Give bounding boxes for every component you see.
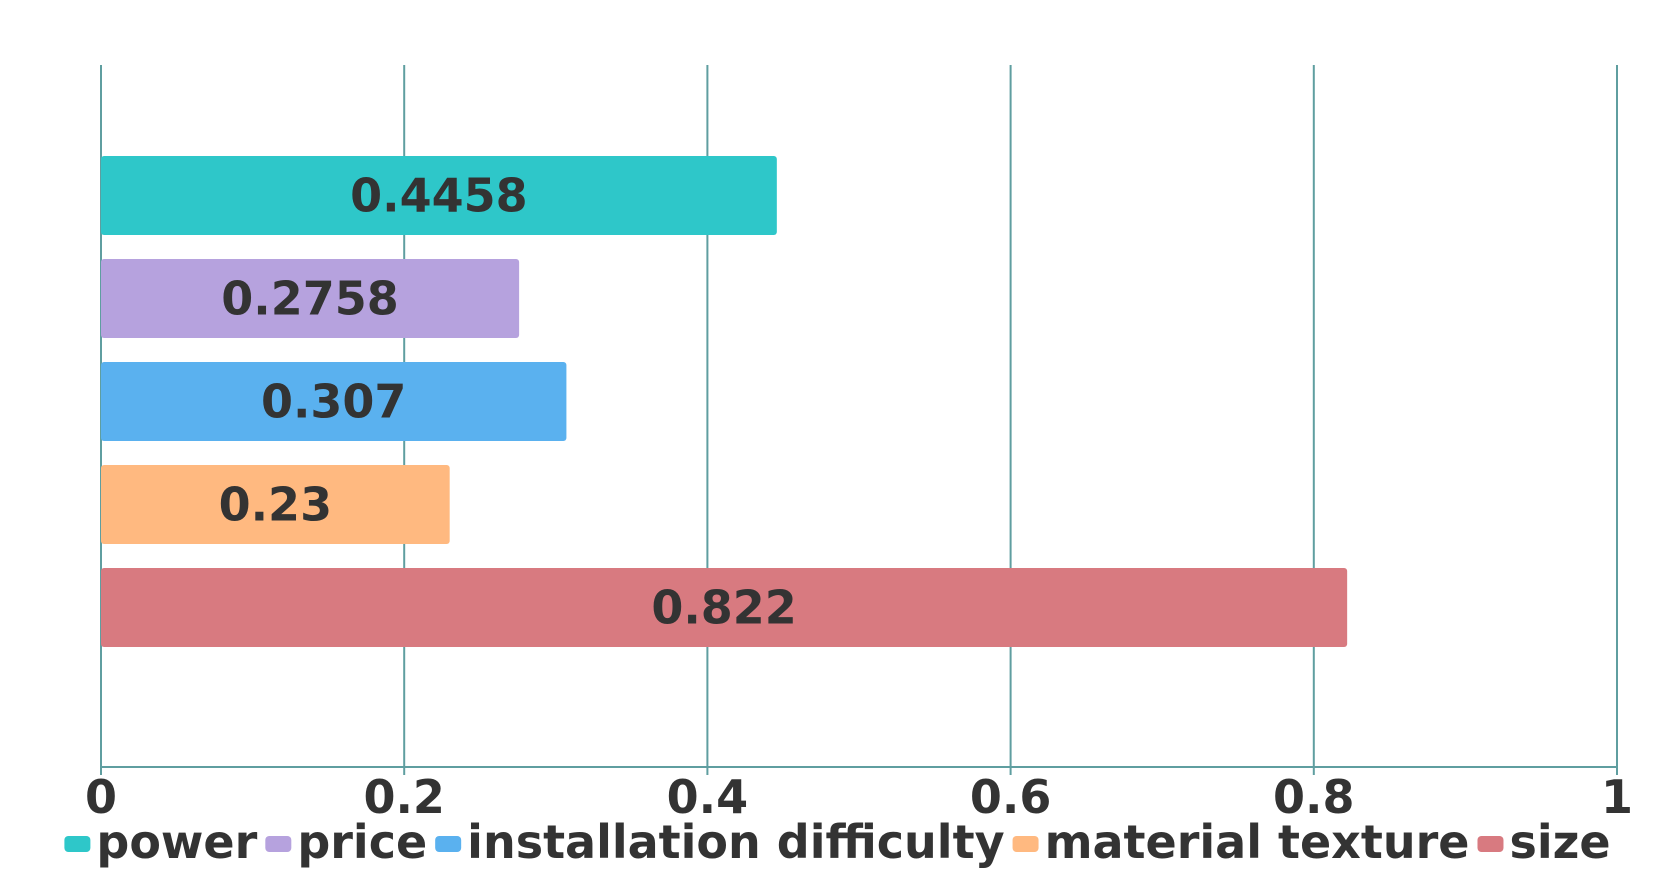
legend-item-material-texture[interactable]: material texture (1012, 815, 1470, 869)
legend-label-0: power (96, 815, 257, 869)
legend-swatch-3 (1012, 836, 1039, 852)
legend-label-2: installation difficulty (467, 815, 1004, 869)
bar-size[interactable] (101, 568, 1348, 647)
x-tick-label-3: 0.6 (970, 770, 1052, 824)
legend-swatch-1 (265, 836, 292, 852)
x-tick-label-5: 1 (1601, 770, 1633, 824)
bar-power[interactable] (101, 156, 777, 235)
x-tick-label-0: 0 (85, 770, 117, 824)
legend-swatch-2 (435, 836, 462, 852)
legend-swatch-0 (64, 836, 91, 852)
legend-item-power[interactable]: power (64, 815, 258, 869)
legend-label-4: size (1509, 815, 1610, 869)
bars: 0.4458 0.2758 0.307 0.23 0.822 (101, 156, 1348, 647)
bar-value-label-price: 0.2758 (221, 272, 399, 326)
legend-item-size[interactable]: size (1477, 815, 1611, 869)
bar-value-label-power: 0.4458 (350, 169, 528, 223)
bar-value-label-size: 0.822 (651, 581, 797, 635)
bar-value-label-installation-difficulty: 0.307 (261, 375, 407, 429)
x-tick-label-1: 0.2 (363, 770, 445, 824)
bar-value-label-material-texture: 0.23 (219, 478, 333, 532)
x-axis: 0 0.2 0.4 0.6 0.8 1 (85, 766, 1633, 824)
legend-label-3: material texture (1045, 815, 1470, 869)
bar-material-texture[interactable] (101, 465, 450, 544)
bar-price[interactable] (101, 259, 520, 338)
legend-label-1: price (297, 815, 427, 869)
x-tick-label-2: 0.4 (667, 770, 749, 824)
legend-item-installation-difficulty[interactable]: installation difficulty (435, 815, 1005, 869)
x-tick-label-4: 0.8 (1273, 770, 1355, 824)
legend-swatch-4 (1477, 836, 1504, 852)
bar-installation-difficulty[interactable] (101, 362, 567, 441)
legend[interactable]: power price installation difficulty materia… (64, 815, 1611, 869)
legend-item-price[interactable]: price (265, 815, 427, 869)
